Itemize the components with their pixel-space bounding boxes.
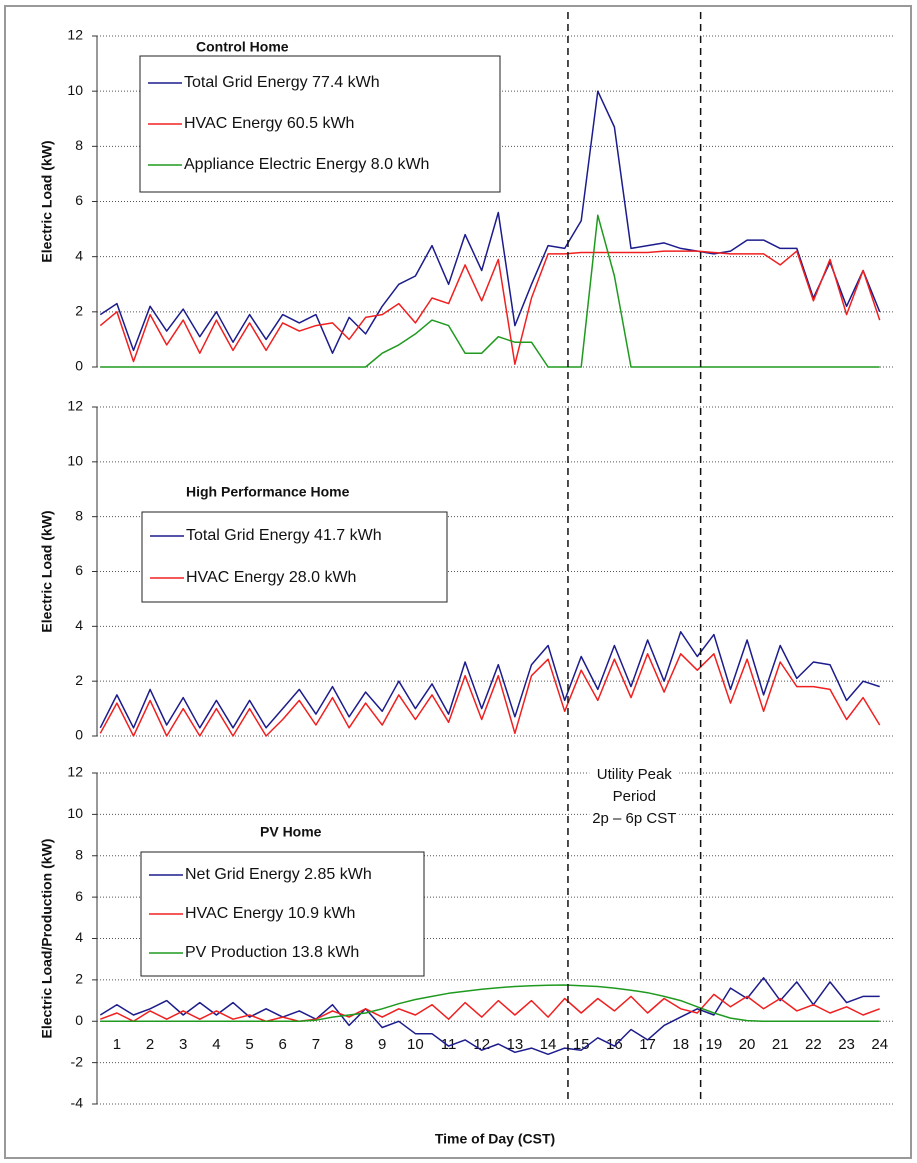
legend-label: HVAC Energy 60.5 kWh [184,115,354,132]
x-tick-label: 24 [871,1036,888,1053]
x-tick-label: 8 [345,1036,353,1053]
x-tick-label: 1 [113,1036,121,1053]
y-tick-label: 12 [67,398,83,414]
legend-box [140,851,425,977]
y-tick-label: 6 [75,888,83,904]
legend-box [139,55,501,193]
series-line [99,653,881,737]
x-tick-label: 16 [606,1036,623,1053]
legend-label: PV Production 13.8 kWh [185,944,359,961]
series-line [100,984,880,1023]
legend-label: Appliance Electric Energy 8.0 kWh [184,156,429,173]
y-tick-label: 8 [75,137,83,153]
x-tick-label: 10 [407,1036,424,1053]
x-tick-label: 5 [245,1036,253,1053]
series-line [99,90,881,354]
legend-box [141,511,448,603]
x-tick-label: 3 [179,1036,187,1053]
legend-label: Total Grid Energy 41.7 kWh [186,527,382,544]
series-line [100,214,880,368]
y-tick-label: 2 [75,672,83,688]
y-tick-label: 6 [75,192,83,208]
x-tick-label: 13 [507,1036,524,1053]
series-line [100,993,880,1023]
series-line [99,977,880,1056]
legend-label: HVAC Energy 10.9 kWh [185,905,355,922]
series-line [99,631,880,729]
x-tick-label: 4 [212,1036,220,1053]
x-tick-label: 18 [672,1036,689,1053]
y-tick-label: 0 [75,727,83,743]
panel-title: Control Home [196,39,289,55]
x-axis-label: Time of Day (CST) [435,1131,555,1147]
x-tick-label: 23 [838,1036,855,1053]
x-tick-label: 6 [279,1036,287,1053]
y-tick-label: 0 [75,358,83,374]
y-tick-label: 8 [75,507,83,523]
y-tick-label: 8 [75,846,83,862]
y-tick-label: -2 [71,1053,84,1069]
legend-label: HVAC Energy 28.0 kWh [186,569,356,586]
x-tick-label: 14 [540,1036,557,1053]
annotation: Utility Peak [597,766,673,783]
y-tick-label: 10 [67,453,83,469]
panel-title: High Performance Home [186,484,350,500]
series-line [99,250,881,365]
annotation: Period [613,788,656,805]
panel-title: PV Home [260,824,322,840]
y-axis-label: Electric Load/Production (kW) [39,839,55,1039]
y-tick-label: 2 [75,971,83,987]
y-tick-label: 4 [75,247,83,263]
y-tick-label: 0 [75,1012,83,1028]
x-tick-label: 7 [312,1036,320,1053]
x-tick-label: 17 [639,1036,656,1053]
x-tick-label: 15 [573,1036,590,1053]
legend-label: Total Grid Energy 77.4 kWh [184,74,380,91]
x-tick-label: 21 [772,1036,789,1053]
annotation-bg [589,762,680,832]
legend-label: Net Grid Energy 2.85 kWh [185,866,372,883]
y-tick-label: 4 [75,617,83,633]
y-axis-label: Electric Load (kW) [39,140,55,262]
y-tick-label: -4 [71,1095,84,1111]
y-tick-label: 2 [75,303,83,319]
x-tick-label: 11 [441,1036,457,1053]
x-tick-label: 20 [739,1036,756,1053]
y-tick-label: 10 [67,805,83,821]
annotation: 2p – 6p CST [592,810,676,827]
y-tick-label: 12 [67,27,83,43]
y-tick-label: 4 [75,929,83,945]
y-tick-label: 12 [67,764,83,780]
x-tick-label: 2 [146,1036,154,1053]
x-tick-label: 19 [706,1036,723,1053]
y-axis-label: Electric Load (kW) [39,510,55,632]
y-tick-label: 10 [67,82,83,98]
y-tick-label: 6 [75,562,83,578]
x-tick-label: 9 [378,1036,386,1053]
x-tick-label: 22 [805,1036,822,1053]
